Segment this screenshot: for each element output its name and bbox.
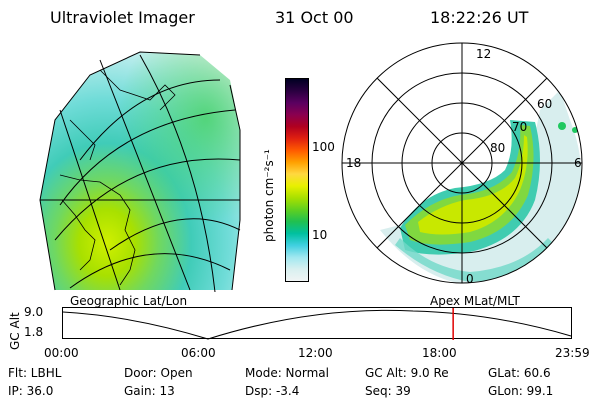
info-mode: Mode: Normal: [245, 366, 329, 380]
timeline-axis-label: GC Alt: [8, 312, 22, 350]
timeline-ytick-low: 1.8: [24, 325, 44, 339]
polar-label: Apex MLat/MLT: [430, 294, 520, 308]
info-glon: GLon: 99.1: [488, 384, 554, 398]
mlat-label-60: 60: [537, 97, 553, 111]
info-glat: GLat: 60.6: [488, 366, 551, 380]
info-ip: IP: 36.0: [8, 384, 54, 398]
info-seq: Seq: 39: [365, 384, 411, 398]
info-door: Door: Open: [124, 366, 193, 380]
colorbar-tick-100: 100: [312, 140, 335, 154]
colorbar: [285, 78, 309, 282]
info-flt: Flt: LBHL: [8, 366, 62, 380]
time-label: 18:22:26 UT: [430, 8, 529, 27]
info-gcalt: GC Alt: 9.0 Re: [365, 366, 449, 380]
timeline-xtick-0600: 06:00: [181, 346, 216, 360]
app-title: Ultraviolet Imager: [50, 8, 195, 27]
mlt-label-0: 0: [466, 272, 474, 286]
mlat-label-70: 70: [512, 120, 528, 134]
timeline-plot: [62, 307, 572, 340]
timeline-xtick-1200: 12:00: [298, 346, 333, 360]
geographic-label: Geographic Lat/Lon: [70, 294, 188, 308]
colorbar-label: photon cm⁻²s⁻¹: [262, 149, 276, 242]
mlt-label-18: 18: [346, 156, 362, 170]
date-label: 31 Oct 00: [275, 8, 354, 27]
altitude-curve: [62, 308, 572, 340]
timeline-xtick-0000: 00:00: [44, 346, 79, 360]
mlt-label-6: 6: [574, 156, 582, 170]
timeline-ytick-high: 9.0: [24, 305, 44, 319]
info-gain: Gain: 13: [124, 384, 175, 398]
timeline-xtick-2359: 23:59: [555, 346, 590, 360]
mlat-label-80: 80: [490, 141, 506, 155]
timeline-xtick-1800: 18:00: [422, 346, 457, 360]
colorbar-tick-10: 10: [312, 228, 328, 242]
mlt-label-12: 12: [476, 47, 492, 61]
info-dsp: Dsp: -3.4: [245, 384, 300, 398]
